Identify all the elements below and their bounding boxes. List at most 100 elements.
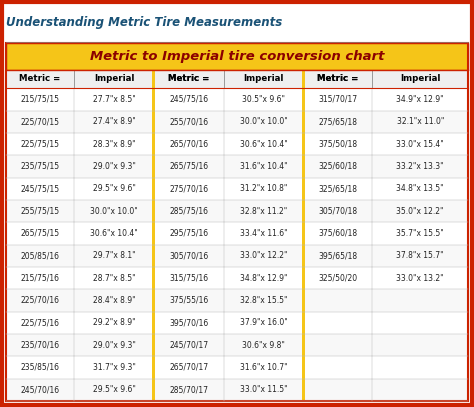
Text: Metric =: Metric =	[317, 74, 358, 83]
Bar	[152, 70, 155, 401]
Text: 255/70/16: 255/70/16	[169, 117, 209, 126]
Text: 255/75/15: 255/75/15	[20, 207, 59, 216]
Bar	[6, 111, 468, 133]
Text: 285/75/16: 285/75/16	[169, 207, 209, 216]
Text: Metric =: Metric =	[168, 74, 210, 83]
Text: 31.6"x 10.7": 31.6"x 10.7"	[240, 363, 288, 372]
Text: 375/60/18: 375/60/18	[318, 229, 357, 238]
Text: Imperial: Imperial	[400, 74, 440, 83]
Text: 325/60/18: 325/60/18	[319, 162, 357, 171]
Text: 33.0"x 15.4": 33.0"x 15.4"	[396, 140, 444, 149]
Bar	[302, 70, 305, 401]
Bar	[302, 70, 305, 401]
Text: 225/75/16: 225/75/16	[20, 318, 59, 327]
Text: 225/75/15: 225/75/15	[20, 140, 59, 149]
Text: 215/75/15: 215/75/15	[20, 95, 59, 104]
Text: 30.6"x 9.8": 30.6"x 9.8"	[242, 341, 285, 350]
Text: 275/65/18: 275/65/18	[319, 117, 357, 126]
Text: 315/70/17: 315/70/17	[318, 95, 357, 104]
Text: 37.8"x 15.7": 37.8"x 15.7"	[396, 251, 444, 260]
Text: 29.5"x 9.6": 29.5"x 9.6"	[92, 184, 136, 193]
Text: 275/70/16: 275/70/16	[169, 184, 209, 193]
Text: 375/55/16: 375/55/16	[169, 296, 209, 305]
Bar	[6, 334, 468, 356]
Text: 33.2"x 13.3": 33.2"x 13.3"	[396, 162, 444, 171]
Text: Imperial: Imperial	[94, 74, 134, 83]
Text: 305/70/18: 305/70/18	[318, 207, 357, 216]
Bar	[6, 289, 468, 312]
Text: 235/75/15: 235/75/15	[20, 162, 59, 171]
Text: 295/75/16: 295/75/16	[169, 229, 209, 238]
Text: 29.7"x 8.1": 29.7"x 8.1"	[92, 251, 135, 260]
Text: 28.3"x 8.9": 28.3"x 8.9"	[92, 140, 135, 149]
Bar	[152, 70, 155, 401]
Text: 305/70/16: 305/70/16	[169, 251, 209, 260]
Bar	[6, 177, 468, 200]
Bar	[6, 267, 468, 289]
Text: 325/50/20: 325/50/20	[318, 274, 357, 282]
Text: 34.8"x 13.5": 34.8"x 13.5"	[396, 184, 444, 193]
Text: 31.6"x 10.4": 31.6"x 10.4"	[240, 162, 288, 171]
Text: Metric =: Metric =	[19, 74, 61, 83]
Text: 37.9"x 16.0": 37.9"x 16.0"	[240, 318, 288, 327]
Text: 30.6"x 10.4": 30.6"x 10.4"	[90, 229, 138, 238]
Bar	[6, 222, 468, 245]
Bar	[152, 70, 155, 88]
Text: 205/85/16: 205/85/16	[20, 251, 59, 260]
Text: 27.7"x 8.5": 27.7"x 8.5"	[92, 95, 135, 104]
Bar	[6, 200, 468, 222]
Text: 225/70/15: 225/70/15	[20, 117, 59, 126]
Bar	[6, 88, 468, 111]
Text: Understanding Metric Tire Measurements: Understanding Metric Tire Measurements	[6, 16, 282, 29]
Text: 31.7"x 9.3": 31.7"x 9.3"	[92, 363, 136, 372]
Text: 235/85/16: 235/85/16	[20, 363, 59, 372]
Text: 31.2"x 10.8": 31.2"x 10.8"	[240, 184, 288, 193]
Text: 215/75/16: 215/75/16	[20, 274, 59, 282]
Text: 30.6"x 10.4": 30.6"x 10.4"	[240, 140, 288, 149]
Text: 235/70/16: 235/70/16	[20, 341, 59, 350]
Text: 35.7"x 15.5": 35.7"x 15.5"	[396, 229, 444, 238]
Bar	[6, 155, 468, 177]
Text: 32.1"x 11.0": 32.1"x 11.0"	[397, 117, 444, 126]
Text: 32.8"x 15.5": 32.8"x 15.5"	[240, 296, 288, 305]
Text: 245/70/16: 245/70/16	[20, 385, 59, 394]
Text: 27.4"x 8.9": 27.4"x 8.9"	[92, 117, 135, 126]
Text: 245/75/15: 245/75/15	[20, 184, 59, 193]
Text: 265/70/17: 265/70/17	[169, 363, 209, 372]
Text: 28.7"x 8.5": 28.7"x 8.5"	[92, 274, 135, 282]
Text: 34.8"x 12.9": 34.8"x 12.9"	[240, 274, 288, 282]
Text: 245/75/16: 245/75/16	[169, 95, 209, 104]
Text: 265/70/16: 265/70/16	[169, 140, 209, 149]
Bar	[6, 245, 468, 267]
Text: 29.0"x 9.3": 29.0"x 9.3"	[92, 341, 136, 350]
Text: 225/70/16: 225/70/16	[20, 296, 59, 305]
Text: Metric =: Metric =	[168, 74, 210, 83]
Text: 395/70/16: 395/70/16	[169, 318, 209, 327]
Bar	[6, 356, 468, 379]
Text: 32.8"x 11.2": 32.8"x 11.2"	[240, 207, 287, 216]
Text: 35.0"x 12.2": 35.0"x 12.2"	[396, 207, 444, 216]
Text: 33.0"x 13.2": 33.0"x 13.2"	[396, 274, 444, 282]
Bar	[6, 312, 468, 334]
Text: 34.9"x 12.9": 34.9"x 12.9"	[396, 95, 444, 104]
Text: 265/75/16: 265/75/16	[169, 162, 209, 171]
Bar	[6, 70, 468, 88]
Text: 29.5"x 9.6": 29.5"x 9.6"	[92, 385, 136, 394]
Bar	[6, 43, 468, 70]
Bar	[302, 70, 305, 88]
Text: 245/70/17: 245/70/17	[169, 341, 209, 350]
Bar	[6, 379, 468, 401]
Text: 33.0"x 12.2": 33.0"x 12.2"	[240, 251, 288, 260]
Text: Metric to Imperial tire conversion chart: Metric to Imperial tire conversion chart	[90, 50, 384, 63]
Text: 315/75/16: 315/75/16	[169, 274, 209, 282]
Text: Imperial: Imperial	[244, 74, 284, 83]
Text: 285/70/17: 285/70/17	[169, 385, 209, 394]
Text: 30.0"x 10.0": 30.0"x 10.0"	[240, 117, 288, 126]
Text: 395/65/18: 395/65/18	[318, 251, 357, 260]
Text: 33.4"x 11.6": 33.4"x 11.6"	[240, 229, 288, 238]
Text: 265/75/15: 265/75/15	[20, 229, 59, 238]
Text: 30.0"x 10.0": 30.0"x 10.0"	[90, 207, 138, 216]
Text: 28.4"x 8.9": 28.4"x 8.9"	[92, 296, 135, 305]
Text: 29.2"x 8.9": 29.2"x 8.9"	[92, 318, 135, 327]
Bar	[6, 133, 468, 155]
